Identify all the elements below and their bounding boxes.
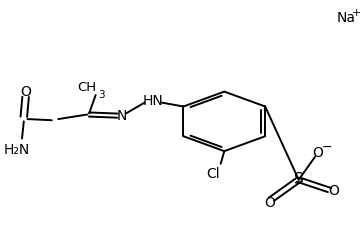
Text: Cl: Cl [207,167,220,181]
Text: HN: HN [142,94,163,108]
Text: O: O [328,184,339,198]
Text: H₂N: H₂N [3,143,30,157]
Text: 3: 3 [98,90,105,100]
Text: O: O [312,146,323,161]
Text: −: − [322,141,332,154]
Text: Na: Na [336,11,355,25]
Text: N: N [116,109,127,123]
Text: S: S [294,172,304,187]
Text: +: + [351,8,361,18]
Text: CH: CH [77,81,96,93]
Text: O: O [264,196,275,210]
Text: O: O [20,85,31,99]
